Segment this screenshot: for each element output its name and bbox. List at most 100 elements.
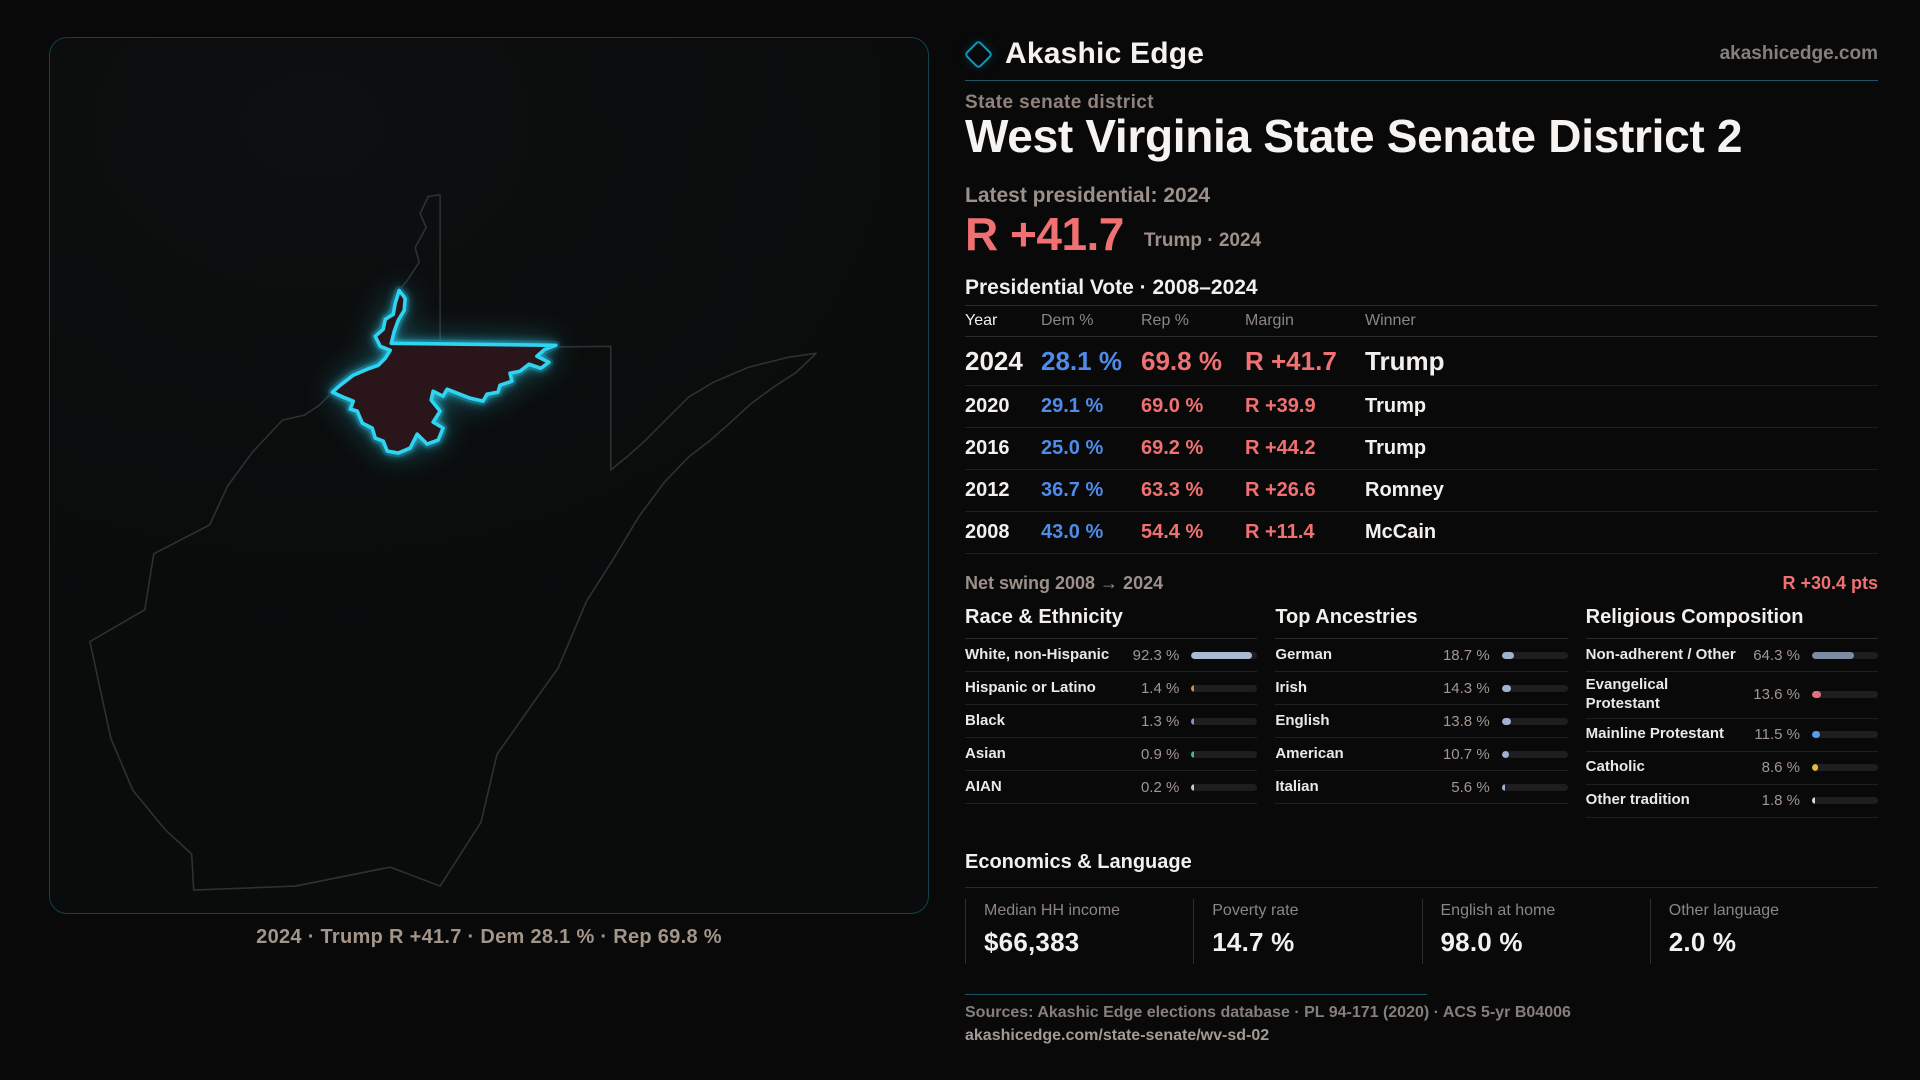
header-divider — [965, 80, 1878, 81]
stat-value: 98.0 % — [1440, 927, 1523, 957]
demographic-row: White, non-Hispanic 92.3 % — [965, 639, 1258, 672]
demographics-grid: Race & Ethnicity White, non-Hispanic 92.… — [965, 606, 1878, 818]
demographics-rows: German 18.7 % Irish 14.3 % English 13.8 … — [1275, 639, 1568, 804]
bar-track — [1812, 797, 1878, 804]
demographics-group-title: Top Ancestries — [1275, 606, 1568, 639]
demographics-group-title: Race & Ethnicity — [965, 606, 1258, 639]
presidential-table-row: 2008 43.0 % 54.4 % R +11.4 McCain — [965, 512, 1878, 554]
cell-winner: Trump — [1365, 437, 1427, 459]
cell-margin: R +26.6 — [1245, 479, 1316, 501]
economics-section: Economics & Language Median HH income $6… — [965, 851, 1878, 964]
brand-diamond-icon — [963, 39, 994, 69]
footer-url-link[interactable]: akashicedge.com/state-senate/wv-sd-02 — [965, 1027, 1270, 1044]
demographic-label: Other tradition — [1585, 791, 1690, 809]
cell-margin: R +44.2 — [1245, 437, 1316, 459]
presidential-table-title: Presidential Vote · 2008–2024 — [965, 276, 1258, 299]
bar-track — [1191, 750, 1258, 758]
demographic-label: White, non-Hispanic — [965, 645, 1110, 663]
pres-table-body: 2024 28.1 % 69.8 % R +41.7 Trump 2020 29… — [965, 337, 1878, 554]
demographic-value: 13.6 % — [1753, 686, 1800, 704]
cell-winner: Romney — [1365, 479, 1444, 501]
west-virginia-map — [89, 193, 818, 891]
economics-stat-card: Median HH income $66,383 — [965, 899, 1193, 964]
demographic-row: English 13.8 % — [1275, 705, 1568, 738]
map-caption: 2024 · Trump R +41.7 · Dem 28.1 % · Rep … — [256, 926, 722, 948]
col-header-winner: Winner — [1365, 312, 1416, 329]
demographic-value: 1.4 % — [1140, 679, 1180, 697]
demographic-label: AIAN — [965, 777, 1002, 795]
demographic-label: Non-adherent / Other — [1585, 645, 1736, 663]
demographic-row: Other tradition 1.8 % — [1585, 785, 1878, 818]
bar-fill — [1191, 750, 1194, 758]
stat-label: Median HH income — [984, 902, 1121, 919]
demographic-value: 1.8 % — [1761, 792, 1800, 809]
site-url-link[interactable]: akashicedge.com — [1719, 43, 1878, 64]
demographic-value: 18.7 % — [1442, 646, 1490, 664]
cell-winner: Trump — [1365, 345, 1445, 376]
demographics-group: Race & Ethnicity White, non-Hispanic 92.… — [965, 606, 1258, 804]
cell-margin: R +11.4 — [1245, 521, 1315, 543]
col-header-dem: Dem % — [1041, 312, 1094, 329]
cell-margin: R +39.9 — [1245, 395, 1316, 417]
bar-fill — [1191, 783, 1194, 791]
stat-label: Poverty rate — [1212, 902, 1299, 919]
demographic-label: Irish — [1275, 678, 1308, 696]
presidential-table-row: 2020 29.1 % 69.0 % R +39.9 Trump — [965, 386, 1878, 428]
demographic-value: 0.2 % — [1140, 778, 1180, 796]
demographic-row: Evangelical Protestant 13.6 % — [1585, 672, 1878, 719]
bar-fill — [1812, 651, 1855, 659]
cell-year: 2020 — [965, 395, 1010, 417]
cell-rep: 69.8 % — [1141, 345, 1222, 376]
bar-track — [1812, 731, 1878, 738]
cell-dem: 28.1 % — [1041, 345, 1122, 376]
demographic-value: 0.9 % — [1140, 745, 1180, 763]
bar-track — [1501, 651, 1568, 659]
economics-divider — [965, 887, 1878, 888]
headline-margin-row: R +41.7 Trump · 2024 — [965, 211, 1878, 257]
bar-fill — [1812, 731, 1820, 738]
bar-fill — [1812, 691, 1821, 699]
cell-year: 2012 — [965, 479, 1010, 501]
demographic-value: 10.7 % — [1442, 745, 1490, 763]
bar-track — [1191, 783, 1258, 791]
stat-label: English at home — [1440, 902, 1556, 919]
economics-title: Economics & Language — [965, 851, 1192, 873]
demographic-label: German — [1275, 645, 1333, 663]
bar-fill — [1501, 783, 1506, 791]
bar-fill — [1501, 651, 1514, 659]
bar-track — [1812, 651, 1878, 659]
cell-dem: 36.7 % — [1041, 479, 1104, 501]
demographic-value: 8.6 % — [1761, 759, 1800, 776]
footer-sources: Sources: Akashic Edge elections database… — [965, 1004, 1571, 1021]
bar-fill — [1501, 684, 1512, 692]
demographic-value: 64.3 % — [1753, 646, 1800, 664]
economics-stat-card: Poverty rate 14.7 % — [1193, 899, 1421, 964]
stat-value: 14.7 % — [1212, 927, 1295, 957]
demographic-label: Evangelical Protestant — [1585, 676, 1669, 712]
demographic-label: Asian — [965, 744, 1006, 762]
demographic-row: Non-adherent / Other 64.3 % — [1585, 639, 1878, 672]
demographic-label: Hispanic or Latino — [965, 678, 1096, 696]
demographic-row: Catholic 8.6 % — [1585, 752, 1878, 785]
net-swing-row: Net swing 2008 → 2024 R +30.4 pts — [965, 573, 1878, 594]
demographics-group-title: Religious Composition — [1585, 606, 1878, 639]
bar-fill — [1191, 717, 1194, 725]
bar-track — [1501, 783, 1568, 791]
stat-value: $66,383 — [984, 927, 1080, 957]
bar-fill — [1501, 750, 1509, 758]
demographic-row: Black 1.3 % — [965, 705, 1258, 738]
bar-track — [1501, 750, 1568, 758]
cell-rep: 63.3 % — [1141, 479, 1204, 501]
bar-track — [1501, 684, 1568, 692]
demographic-value: 11.5 % — [1754, 726, 1800, 743]
demographics-rows: Non-adherent / Other 64.3 % Evangelical … — [1585, 639, 1878, 818]
demographic-row: American 10.7 % — [1275, 738, 1568, 771]
cell-rep: 69.2 % — [1141, 437, 1204, 459]
bar-track — [1191, 651, 1258, 659]
cell-year: 2016 — [965, 437, 1010, 459]
demographic-row: AIAN 0.2 % — [965, 771, 1258, 804]
col-header-rep: Rep % — [1141, 312, 1190, 329]
demographic-label: American — [1275, 744, 1344, 762]
headline-margin-sub: Trump · 2024 — [1143, 230, 1262, 251]
bar-track — [1501, 717, 1568, 725]
